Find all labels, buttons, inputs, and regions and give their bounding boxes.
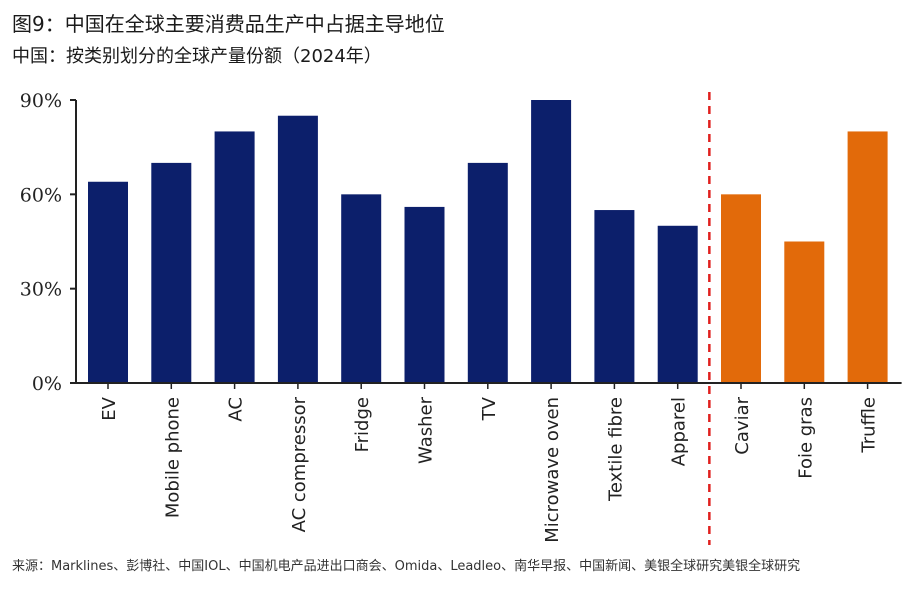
x-tick-label: Foie gras [795,397,816,479]
bar-textile-fibre [594,210,635,383]
x-tick-label: Mobile phone [162,397,183,518]
bar-chart: 0% 30% 60% 90% EV Mobile phone AC AC compressor… [20,90,902,545]
x-tick-label: Microwave oven [542,397,563,543]
x-tick-label: AC [226,397,247,422]
bar-apparel [657,225,698,383]
chart-title: 图9：中国在全球主要消费品生产中占据主导地位 [12,12,445,36]
y-tick-label: 90% [20,90,62,112]
x-tick-label: Textile fibre [605,397,626,502]
bar-caviar [721,194,761,383]
source-note: 来源：Marklines、彭博社、中国IOL、中国机电产品进出口商会、Omida… [12,559,801,574]
x-tick-label: AC compressor [289,396,310,532]
x-tick-label: TV [479,396,500,421]
y-tick-label: 0% [32,373,62,395]
x-tick-label: Fridge [352,397,373,452]
y-tick-label: 60% [20,184,62,206]
bar-mobile-phone [151,162,192,383]
x-tick-label: EV [99,396,120,420]
x-tick-label: Apparel [669,397,690,466]
chart-subtitle: 中国：按类别划分的全球产量份额（2024年） [12,46,382,67]
x-tick-label: Caviar [732,396,753,454]
bar-tv [467,162,508,383]
bar-fridge [341,194,382,383]
bar-foie-gras [784,241,825,383]
bar-microwave-oven [531,100,572,383]
y-tick-label: 30% [20,279,62,301]
bar-truffle [847,131,888,383]
bar-ac-compressor [277,115,318,383]
bar-washer [404,206,445,383]
bar-ev [88,181,128,383]
bar-ac [214,131,255,383]
x-tick-label: Washer [416,396,437,464]
x-tick-label: Truffle [859,397,880,454]
